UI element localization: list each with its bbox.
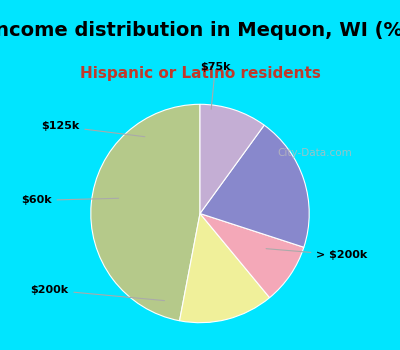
Wedge shape — [180, 214, 270, 323]
Text: Income distribution in Mequon, WI (%): Income distribution in Mequon, WI (%) — [0, 21, 400, 40]
Text: > $200k: > $200k — [266, 248, 368, 260]
Text: $125k: $125k — [41, 121, 145, 137]
Text: $200k: $200k — [30, 285, 164, 301]
Text: City-Data.com: City-Data.com — [277, 148, 352, 159]
Wedge shape — [91, 104, 200, 321]
Text: Hispanic or Latino residents: Hispanic or Latino residents — [80, 65, 320, 80]
Wedge shape — [200, 214, 304, 298]
Text: $60k: $60k — [21, 195, 119, 205]
Text: $75k: $75k — [200, 62, 230, 109]
Wedge shape — [200, 104, 264, 214]
Wedge shape — [200, 125, 309, 247]
